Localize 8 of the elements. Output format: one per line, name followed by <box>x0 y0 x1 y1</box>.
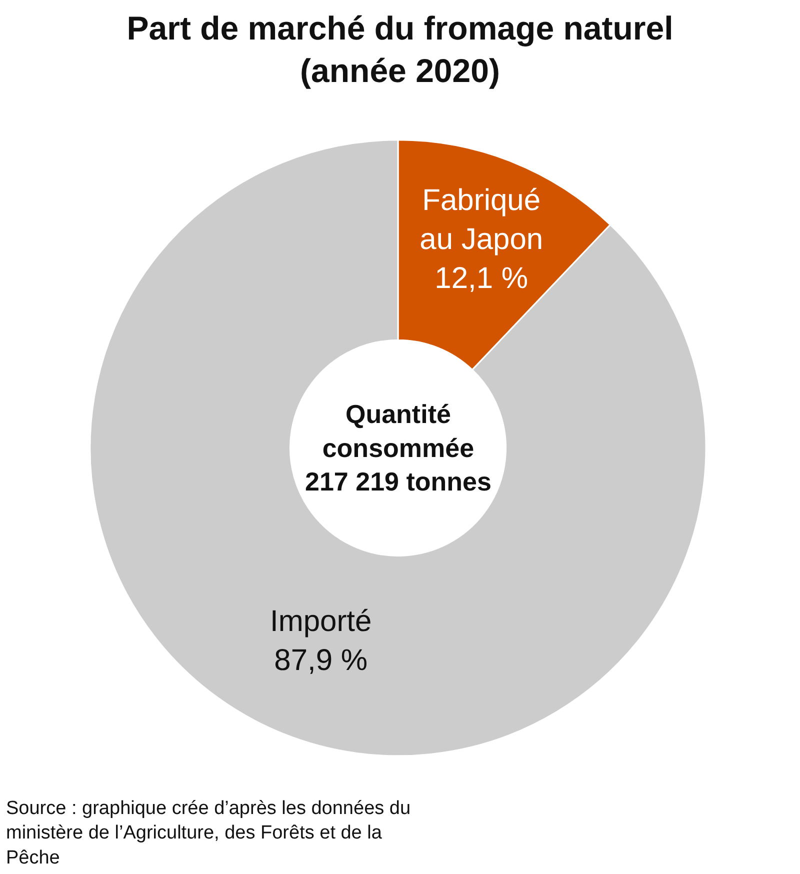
text: Quantité consommée 217 219 tonnes <box>305 399 492 497</box>
data-label: 12,1 % <box>434 262 528 295</box>
slice-label: Importé <box>270 604 372 638</box>
source-note: Source : graphique crée d’après les données du ministère de l’Agriculture, des Forêts et de la Pêche <box>6 798 411 868</box>
chart-title: Part de marché du fromage naturel (année 2020) <box>126 9 674 90</box>
data-label: 87,9 % <box>274 644 368 677</box>
slice-label: Fabriqué au Japon <box>420 184 544 256</box>
donut-slice <box>89 139 707 756</box>
